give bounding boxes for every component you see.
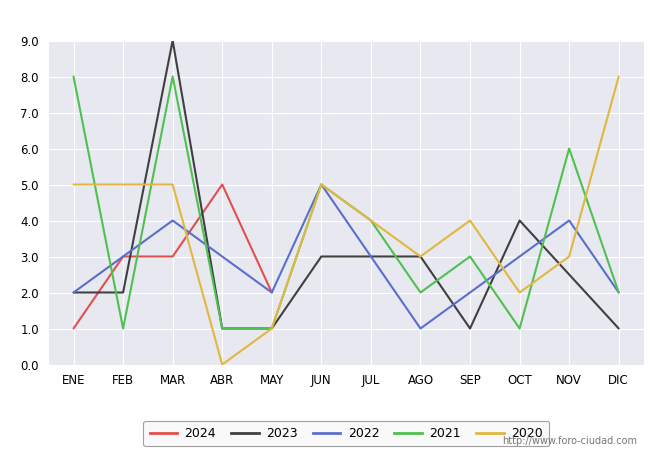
2022 <box>218 254 226 259</box>
2021 <box>615 290 623 295</box>
2022 <box>566 218 573 223</box>
2023 <box>268 326 276 331</box>
2022 <box>615 290 623 295</box>
2021 <box>119 326 127 331</box>
2023 <box>169 38 177 43</box>
Line: 2021: 2021 <box>73 76 619 328</box>
2021 <box>317 182 325 187</box>
2023 <box>119 290 127 295</box>
2022 <box>367 254 375 259</box>
2021 <box>169 74 177 79</box>
2023 <box>417 254 424 259</box>
2021 <box>268 326 276 331</box>
2021 <box>417 290 424 295</box>
2021 <box>566 146 573 151</box>
2022 <box>515 254 523 259</box>
2020 <box>515 290 523 295</box>
2023 <box>515 218 523 223</box>
2023 <box>317 254 325 259</box>
2023 <box>218 326 226 331</box>
2021 <box>70 74 77 79</box>
2023 <box>70 290 77 295</box>
2020 <box>317 182 325 187</box>
2020 <box>417 254 424 259</box>
2022 <box>466 290 474 295</box>
2020 <box>566 254 573 259</box>
2021 <box>515 326 523 331</box>
2024 <box>169 254 177 259</box>
2023 <box>466 326 474 331</box>
2024 <box>268 290 276 295</box>
2023 <box>367 254 375 259</box>
2020 <box>466 218 474 223</box>
2020 <box>119 182 127 187</box>
2024 <box>70 326 77 331</box>
2020 <box>70 182 77 187</box>
2020 <box>367 218 375 223</box>
2024 <box>218 182 226 187</box>
2020 <box>169 182 177 187</box>
Line: 2020: 2020 <box>73 76 619 364</box>
2022 <box>268 290 276 295</box>
Text: Matriculaciones de Vehiculos en Velada: Matriculaciones de Vehiculos en Velada <box>161 10 489 28</box>
Text: http://www.foro-ciudad.com: http://www.foro-ciudad.com <box>502 436 637 446</box>
2020 <box>615 74 623 79</box>
Line: 2022: 2022 <box>73 184 619 328</box>
2022 <box>317 182 325 187</box>
2024 <box>119 254 127 259</box>
2022 <box>417 326 424 331</box>
Legend: 2024, 2023, 2022, 2021, 2020: 2024, 2023, 2022, 2021, 2020 <box>143 421 549 446</box>
2023 <box>615 326 623 331</box>
2020 <box>268 326 276 331</box>
Line: 2024: 2024 <box>73 184 272 328</box>
Line: 2023: 2023 <box>73 40 619 328</box>
2022 <box>70 290 77 295</box>
2021 <box>218 326 226 331</box>
2022 <box>119 254 127 259</box>
2021 <box>466 254 474 259</box>
2021 <box>367 218 375 223</box>
2020 <box>218 362 226 367</box>
2022 <box>169 218 177 223</box>
